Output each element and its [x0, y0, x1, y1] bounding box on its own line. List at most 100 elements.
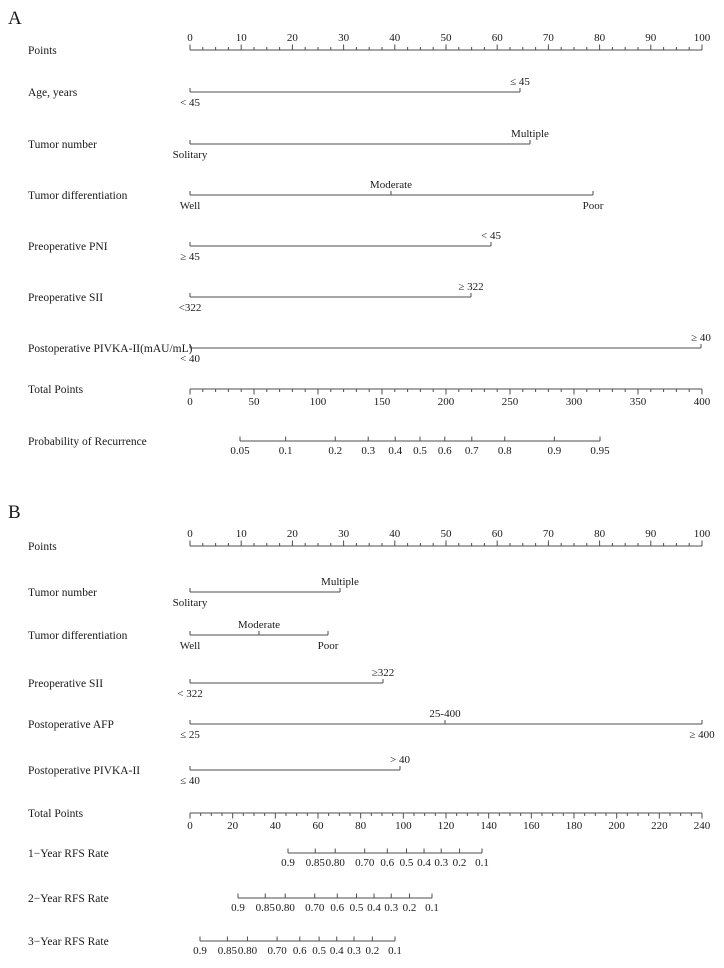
- prob-label: 0.3: [347, 945, 361, 957]
- prob-label: 0.85: [306, 857, 326, 869]
- axis-number: 90: [645, 32, 657, 44]
- prob-label: 0.80: [238, 945, 258, 957]
- row-label: 2−Year RFS Rate: [28, 893, 109, 905]
- category-label: ≤ 25: [180, 729, 200, 741]
- category-label: Poor: [583, 200, 604, 212]
- prob-label: 0.6: [438, 445, 452, 457]
- axis-number: 250: [502, 396, 519, 408]
- axis-number: 350: [630, 396, 647, 408]
- panel-a: Points 0 10 20 30 40 50 60 70 80 90 100 Age, years < …: [28, 32, 711, 457]
- row-label: 3−Year RFS Rate: [28, 936, 109, 948]
- axis-number: 150: [374, 396, 391, 408]
- row-label: Probability of Recurrence: [28, 436, 147, 448]
- prob-label: 0.5: [312, 945, 326, 957]
- row-label: Total Points: [28, 384, 84, 396]
- row-tumor-number: Tumor number Solitary Multiple: [28, 128, 549, 161]
- axis-number: 100: [694, 528, 711, 540]
- row-age-years: Age, years < 45 ≤ 45: [28, 76, 530, 109]
- prob-label: 0.9: [547, 445, 561, 457]
- prob-label: 0.9: [231, 902, 245, 914]
- row-label: Tumor differentiation: [28, 190, 128, 202]
- prob-label: 0.4: [330, 945, 344, 957]
- prob-label: 0.6: [293, 945, 307, 957]
- prob-label: 0.2: [453, 857, 467, 869]
- row-preoperative-sii: Preoperative SII < 322 ≥322: [28, 667, 394, 700]
- row-label: Postoperative PIVKA-II(mAU/mL): [28, 343, 193, 355]
- category-label: Solitary: [173, 149, 208, 161]
- row-tumor-differentiation: Tumor differentiation Well Moderate Poor: [28, 619, 339, 652]
- category-label: Multiple: [321, 576, 359, 588]
- prob-label: 0.1: [388, 945, 402, 957]
- row-postoperative-afp: Postoperative AFP ≤ 25 25-400 ≥ 400: [28, 708, 715, 741]
- prob-label: 0.2: [365, 945, 379, 957]
- axis-number: 70: [543, 528, 555, 540]
- prob-label: 0.2: [328, 445, 342, 457]
- axis-number: 160: [523, 820, 540, 832]
- category-label: Well: [180, 200, 201, 212]
- category-label: < 322: [177, 688, 202, 700]
- row-points: Points 0 10 20 30 40 50 60 70 80 90 100: [28, 528, 711, 553]
- axis-number: 300: [566, 396, 583, 408]
- row-label: Points: [28, 45, 57, 57]
- prob-label: 0.1: [279, 445, 293, 457]
- axis-number: 100: [694, 32, 711, 44]
- axis-number: 10: [236, 32, 248, 44]
- category-label: ≤ 45: [510, 76, 530, 88]
- axis-number: 0: [187, 396, 193, 408]
- prob-label: 0.4: [388, 445, 402, 457]
- row-tumor-number: Tumor number Solitary Multiple: [28, 576, 359, 609]
- axis-number: 0: [187, 528, 193, 540]
- category-label: 25-400: [429, 708, 461, 720]
- row-preoperative-pni: Preoperative PNI ≥ 45 < 45: [28, 230, 501, 263]
- category-label: ≥322: [372, 667, 395, 679]
- row-label: Tumor differentiation: [28, 630, 128, 642]
- axis-number: 20: [287, 528, 299, 540]
- row-probability-of-recurrence: Probability of Recurrence 0.05 0.1 0.2 0.3 0.…: [28, 436, 610, 457]
- category-label: < 45: [180, 97, 200, 109]
- panel-a-letter: A: [8, 8, 22, 29]
- category-label: ≥ 45: [180, 251, 200, 263]
- prob-label: 0.80: [276, 902, 296, 914]
- prob-label: 0.5: [350, 902, 364, 914]
- row-points: Points 0 10 20 30 40 50 60 70 80 90 100: [28, 32, 711, 57]
- category-label: ≥ 40: [691, 332, 711, 344]
- category-label: ≤ 40: [180, 775, 200, 787]
- prob-label: 0.9: [281, 857, 295, 869]
- axis-number: 50: [441, 528, 453, 540]
- prob-label: 0.85: [256, 902, 276, 914]
- axis-number: 100: [395, 820, 412, 832]
- prob-label: 0.5: [400, 857, 414, 869]
- axis-number: 30: [338, 528, 350, 540]
- row-label: 1−Year RFS Rate: [28, 848, 109, 860]
- row-label: Preoperative SII: [28, 292, 103, 304]
- prob-label: 0.1: [425, 902, 439, 914]
- prob-label: 0.05: [230, 445, 250, 457]
- row-total-points: Total Points 0 50 100 150 200 250 300 350 400: [28, 384, 711, 408]
- axis-number: 20: [287, 32, 299, 44]
- axis-number: 40: [389, 528, 401, 540]
- category-label: < 45: [481, 230, 501, 242]
- category-label: Poor: [318, 640, 339, 652]
- axis-number: 100: [310, 396, 327, 408]
- prob-label: 0.3: [384, 902, 398, 914]
- prob-label: 0.9: [193, 945, 207, 957]
- axis-number: 40: [270, 820, 282, 832]
- category-label: > 40: [390, 754, 410, 766]
- row-label: Tumor number: [28, 139, 97, 151]
- prob-label: 0.85: [218, 945, 238, 957]
- category-label: ≥ 322: [458, 281, 483, 293]
- row-label: Tumor number: [28, 587, 97, 599]
- row-label: Postoperative PIVKA-II: [28, 765, 140, 777]
- prob-label: 0.7: [465, 445, 479, 457]
- prob-label: 0.3: [361, 445, 375, 457]
- prob-label: 0.1: [475, 857, 489, 869]
- category-label: ≥ 400: [689, 729, 715, 741]
- axis-number: 220: [651, 820, 668, 832]
- axis-number: 30: [338, 32, 350, 44]
- row-preoperative-sii: Preoperative SII <322 ≥ 322: [28, 281, 484, 314]
- row-label: Points: [28, 541, 57, 553]
- prob-label: 0.80: [326, 857, 346, 869]
